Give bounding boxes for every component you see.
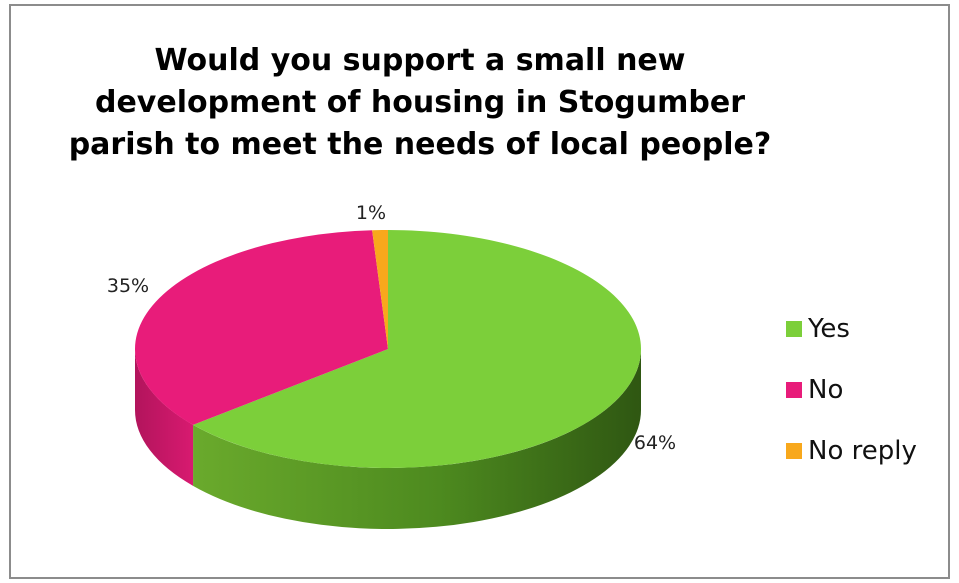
data-label-no: 35% xyxy=(107,275,149,297)
legend-item-no-reply: No reply xyxy=(786,420,954,481)
legend-swatch-no-reply xyxy=(786,442,802,459)
pie-labels: 64% 35% 1% xyxy=(107,202,676,454)
pie-slice-no-reply xyxy=(372,230,388,349)
pie-side-yes xyxy=(193,349,641,529)
pie-slice-no xyxy=(134,230,388,425)
pie-side-no xyxy=(135,349,194,486)
legend-label-no-reply: No reply xyxy=(808,435,917,466)
legend-label-yes: Yes xyxy=(808,313,850,344)
data-label-no-reply: 1% xyxy=(356,202,386,224)
legend-swatch-no xyxy=(786,381,802,398)
legend: Yes No No reply xyxy=(786,298,954,481)
pie-tops xyxy=(134,230,641,469)
chart-title: Would you support a small new developmen… xyxy=(68,43,772,162)
legend-label-no: No xyxy=(808,374,844,405)
data-label-yes: 64% xyxy=(634,432,676,454)
pie-slice-yes xyxy=(193,230,641,469)
pie-sides xyxy=(135,349,641,529)
legend-item-no: No xyxy=(786,359,954,420)
legend-swatch-yes xyxy=(786,320,802,337)
legend-item-yes: Yes xyxy=(786,298,954,359)
